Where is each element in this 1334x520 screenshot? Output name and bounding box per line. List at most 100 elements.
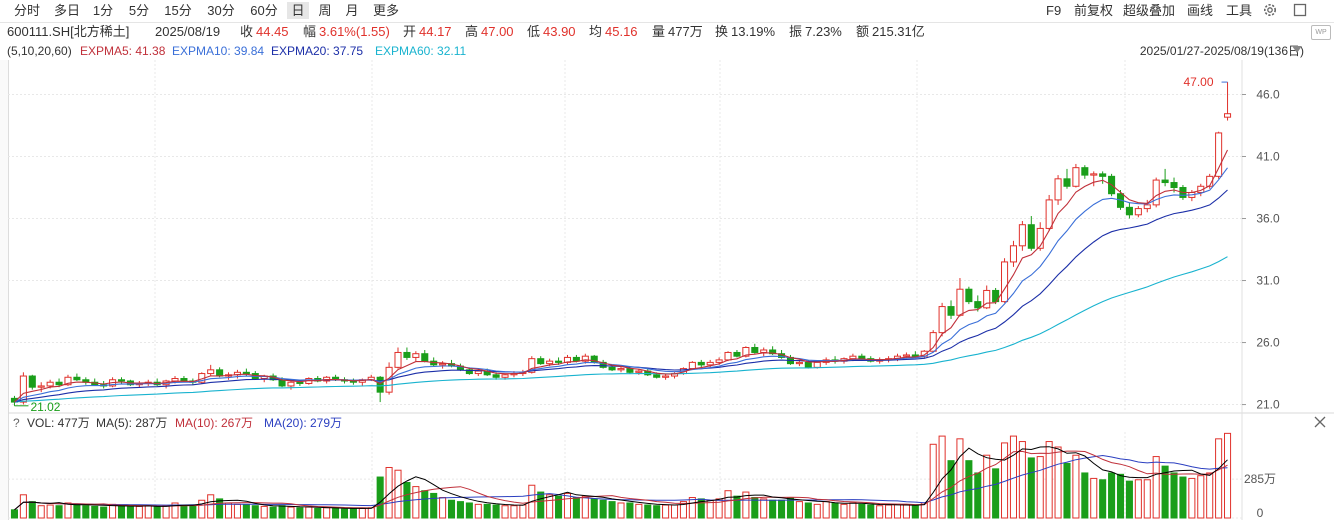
close-label: 收 [240,24,254,39]
wp-badge[interactable]: WP [1311,25,1331,40]
period-tab-monthly[interactable]: 月 [345,3,359,18]
volume-bar [555,495,563,519]
volume-bar [109,503,117,519]
volume-bar [100,506,108,519]
candle-body [581,355,589,362]
candle-body [983,289,991,309]
volume-bar [911,505,919,519]
high-value: 47.00 [481,24,514,39]
f9-button[interactable]: F9 [1046,3,1062,18]
volume-bar [198,499,206,519]
quote-line: 600111.SH[北方稀土] 2025/08/19 收 44.45 幅 3.6… [0,22,1334,42]
volume-bar [733,495,741,519]
volume-bar [296,507,304,519]
candle-body [795,361,803,365]
volume-bar [332,507,340,519]
period-tab-multiday[interactable]: 多日 [53,3,80,18]
volume-bar [1152,456,1160,519]
amount-label: 额 [856,24,870,39]
volume-bar [938,435,946,519]
left-sidebar-strip[interactable] [0,60,9,520]
forward-adjust-button[interactable]: 前复权 [1074,3,1114,18]
volume-bar [358,507,366,519]
date-range[interactable]: 2025/01/27-2025/08/19(136日) [1139,44,1304,58]
candle-body [688,361,696,370]
help-icon[interactable]: ? [13,416,20,430]
volume-bar [1224,432,1232,519]
candle-body [1001,261,1009,303]
volume-bar [644,504,652,519]
period-tab-1min[interactable]: 1分 [92,3,114,18]
candle-body [769,349,777,355]
volume-bar [1215,438,1223,519]
volume-bar [73,503,81,519]
volume-bar [447,499,456,519]
close-value: 44.45 [256,24,289,39]
super-overlay-button[interactable]: 超级叠加 [1123,3,1176,18]
volume-bar [849,502,857,519]
y-tick-label: 21.0 [1256,398,1280,412]
maximize-icon[interactable] [1292,2,1308,18]
drawing-button[interactable]: 画线 [1187,3,1214,18]
volume-bar [1027,457,1035,519]
volume-bar [742,491,750,519]
volume-bar [1116,473,1125,519]
volume-bar [216,498,224,519]
volume-bar [1063,462,1071,519]
candle-body [1134,208,1142,216]
volume-bar [162,505,170,519]
volume-bar [778,499,786,519]
vol-legend: VOL: 477万 [27,416,90,430]
volume-bar [590,498,598,519]
period-tab-5min[interactable]: 5分 [128,3,150,18]
candle-body [1099,173,1107,177]
ma-legend: (5,10,20,60) EXPMA5: 41.38 EXPMA10: 39.8… [0,42,1334,60]
candle-body [403,351,411,358]
volume-bar [180,504,188,519]
volume-bar [572,497,580,519]
candle-body [1045,199,1053,229]
volume-bar [769,499,777,519]
candle-body [697,361,705,366]
close-icon[interactable] [1314,416,1326,428]
candle-body [751,347,759,353]
candle-body [207,369,215,375]
candle-body [555,360,563,363]
period-tab-daily[interactable]: 日 [287,2,309,19]
open-value: 44.17 [419,24,452,39]
candle-body [296,381,304,384]
ema5-line [14,149,1228,403]
ema60-line [14,256,1228,403]
min-price-label: 21.02 [30,400,60,414]
candle-body [1170,182,1178,189]
candle-body [617,368,625,371]
tools-button[interactable]: 工具 [1226,3,1253,18]
volume-bar [795,501,803,519]
period-tab-30min[interactable]: 30分 [207,3,235,18]
period-tab-15min[interactable]: 15分 [164,3,192,18]
candle-body [1090,173,1098,176]
candle-body [171,378,179,382]
period-tab-weekly[interactable]: 周 [318,3,332,18]
period-tab-60min[interactable]: 60分 [250,3,278,18]
volume-bar [207,494,215,519]
volume-bar [251,505,259,519]
period-tab-intraday[interactable]: 分时 [13,3,40,18]
candle-body [653,374,661,378]
ma-params[interactable]: (5,10,20,60) [7,44,72,58]
volume-bar [117,505,126,519]
gear-icon[interactable] [1262,2,1278,18]
volume-bar [225,502,233,519]
candle-body [1152,179,1160,206]
volume-bar [670,504,679,519]
period-tab-more[interactable]: 更多 [372,3,399,18]
chevron-down-icon[interactable] [1292,46,1302,54]
volume-bar [394,469,402,519]
change-label: 幅 [303,24,317,39]
candle-body [947,306,955,316]
volume-bar [1188,477,1196,519]
candle-body [929,332,937,352]
candle-body [376,376,384,393]
candle-body [992,289,1000,303]
volume-bar [269,506,277,519]
